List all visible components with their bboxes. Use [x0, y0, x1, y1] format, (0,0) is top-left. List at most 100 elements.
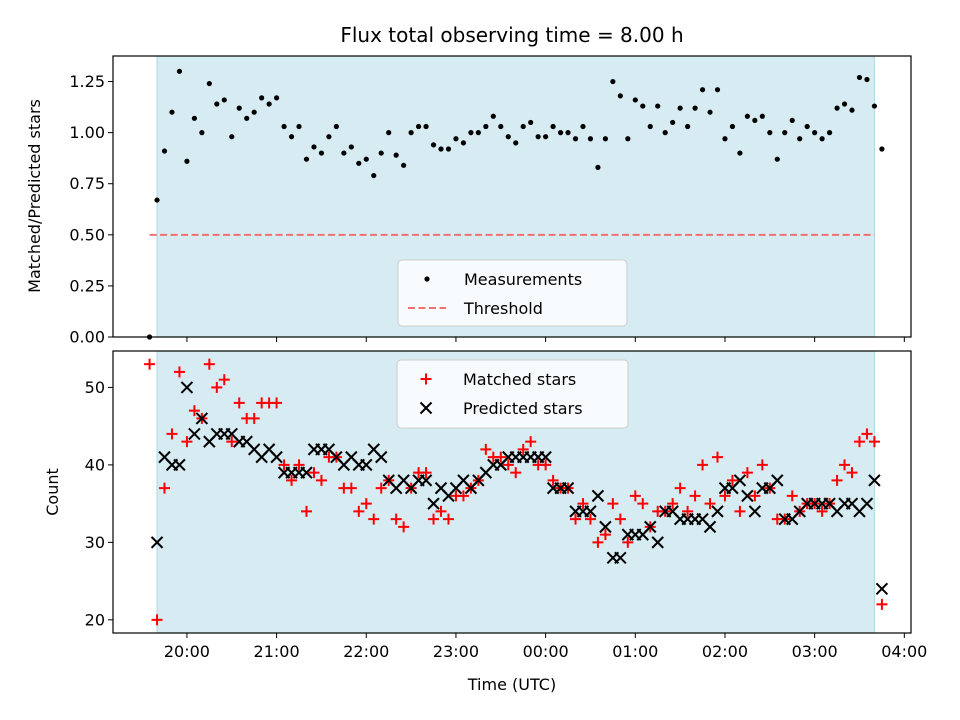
data-point [632, 97, 638, 103]
data-point [711, 451, 723, 463]
data-point [853, 436, 865, 448]
data-point [726, 474, 738, 486]
data-point [819, 136, 825, 142]
data-point [226, 436, 238, 448]
legend-box [396, 359, 629, 429]
data-point [315, 474, 327, 486]
data-point [539, 450, 552, 464]
data-point [607, 498, 619, 510]
data-point [876, 598, 888, 610]
data-point [326, 134, 332, 140]
data-point [629, 490, 641, 502]
data-point [816, 505, 828, 517]
data-point [662, 130, 668, 136]
legend-label: Matched stars [463, 370, 576, 389]
data-point [378, 150, 384, 156]
data-point [617, 93, 623, 99]
data-point [408, 130, 414, 136]
data-point [435, 505, 447, 517]
data-point [535, 134, 541, 140]
data-point [191, 115, 198, 121]
data-point [602, 136, 609, 142]
y-axis-label-bottom: Count [43, 468, 62, 516]
ratio-panel: 0.00 0.25 0.50 0.75 1.00 1.25 Measurements Thre… [69, 55, 912, 347]
data-point [188, 405, 200, 417]
data-point [419, 474, 433, 487]
data-point [318, 150, 325, 156]
data-point [540, 459, 552, 471]
data-point [184, 158, 190, 164]
data-point [714, 87, 721, 93]
data-point [749, 490, 761, 502]
data-point [517, 443, 529, 455]
data-point [734, 505, 746, 517]
data-point [495, 451, 507, 463]
data-point [188, 427, 201, 441]
data-point [647, 123, 653, 130]
y-tick-label: 0.25 [69, 276, 105, 295]
data-point [460, 140, 467, 146]
data-point [375, 450, 388, 464]
data-point [841, 101, 848, 107]
data-point [498, 123, 504, 130]
data-point [733, 474, 747, 487]
data-point [651, 536, 664, 549]
data-point [610, 78, 616, 85]
data-point [572, 136, 579, 142]
data-point [789, 117, 795, 123]
data-point [584, 513, 596, 525]
y-tick-label: 30 [85, 533, 105, 552]
data-point [154, 197, 160, 203]
y-tick-label: 0.00 [69, 328, 105, 347]
data-point [640, 103, 646, 109]
data-point [868, 474, 881, 487]
data-point [826, 130, 833, 136]
data-point [363, 156, 369, 162]
legend-label: Predicted stars [463, 399, 583, 418]
data-point [311, 144, 317, 150]
data-point [453, 136, 459, 142]
data-point [286, 474, 298, 486]
data-point [214, 101, 220, 107]
data-point [393, 152, 399, 158]
data-point [300, 466, 313, 479]
data-point [528, 119, 534, 126]
data-point [293, 459, 305, 471]
data-point [565, 130, 571, 136]
data-point [797, 136, 803, 142]
data-point [169, 109, 175, 115]
data-point [144, 358, 156, 370]
data-point [203, 358, 215, 370]
data-point [398, 521, 410, 533]
data-point [879, 146, 885, 152]
data-point [236, 105, 242, 111]
y-tick-label: 20 [85, 610, 105, 629]
data-point [689, 490, 701, 502]
data-point [771, 474, 784, 487]
data-point [457, 490, 469, 502]
data-point [510, 467, 522, 479]
data-point [741, 489, 754, 503]
data-point [748, 505, 762, 518]
data-point [670, 119, 676, 126]
data-point [368, 513, 380, 525]
data-point [513, 140, 519, 146]
data-point [868, 436, 880, 448]
data-point [804, 123, 810, 130]
data-point [674, 482, 686, 494]
data-point [475, 130, 481, 136]
data-point [849, 107, 855, 113]
plot-frame [112, 55, 912, 338]
data-point [697, 459, 709, 471]
data-point [692, 105, 698, 111]
data-point [360, 498, 372, 510]
data-point [682, 505, 694, 517]
data-point [303, 156, 310, 162]
data-point [221, 97, 227, 103]
data-point [834, 105, 840, 111]
data-point [244, 115, 250, 121]
data-point [699, 87, 706, 93]
data-point [846, 467, 858, 479]
data-point [218, 374, 230, 386]
